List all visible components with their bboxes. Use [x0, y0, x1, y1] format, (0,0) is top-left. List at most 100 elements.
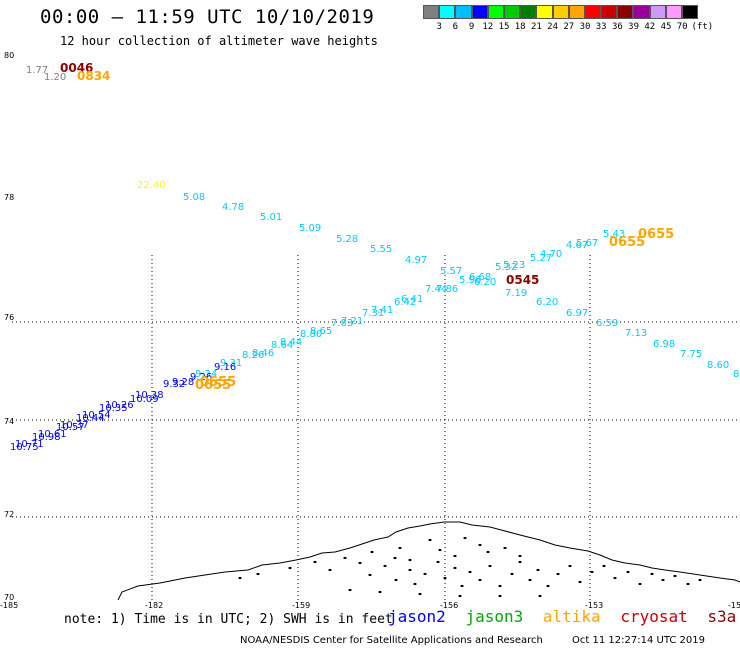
satellite-s3a: s3a	[707, 607, 737, 626]
wave-height-label: 5.32	[495, 262, 517, 273]
lake-mark	[518, 560, 522, 564]
wave-height-label: 22.40	[137, 180, 166, 191]
lake-mark	[538, 594, 542, 598]
satellite-altika: altika	[542, 607, 601, 626]
page-title: 00:00 – 11:59 UTC 10/10/2019	[40, 6, 375, 28]
legend-swatch	[584, 5, 602, 19]
wave-height-label: 5.27	[530, 253, 552, 264]
wave-height-label: 7.19	[505, 288, 527, 299]
wave-height-label: 7.83	[331, 318, 353, 329]
wave-height-label: 7.41	[371, 305, 393, 316]
lake-mark	[383, 564, 387, 568]
wave-height-label: 8.65	[310, 326, 332, 337]
wave-height-label: 10.26	[105, 400, 134, 411]
legend-swatch	[439, 5, 456, 19]
lake-mark	[503, 546, 507, 550]
wave-height-label: 0834	[77, 69, 110, 83]
lake-mark	[458, 594, 462, 598]
lake-mark	[486, 550, 490, 554]
legend-tick-label: 9	[468, 22, 475, 32]
lake-mark	[368, 573, 372, 577]
legend-unit-label: (ft)	[691, 22, 714, 32]
lake-mark	[370, 550, 374, 554]
lake-mark	[436, 560, 440, 564]
lake-mark	[488, 564, 492, 568]
wave-height-label: 10.54	[82, 410, 111, 421]
wave-height-label: 7.44	[425, 284, 447, 295]
legend-swatch	[649, 5, 666, 19]
lat-tick-label: 80	[4, 51, 14, 60]
wave-height-label: 5.96	[459, 275, 481, 286]
color-scale-legend	[423, 5, 699, 19]
wave-height-label: 4.67	[566, 240, 588, 251]
lon-tick-label: -15	[728, 601, 740, 610]
lake-mark	[313, 560, 317, 564]
wave-height-label: 8.46	[252, 348, 274, 359]
lake-mark	[358, 561, 362, 565]
lake-mark	[568, 564, 572, 568]
lake-mark	[613, 576, 617, 580]
lake-mark	[468, 570, 472, 574]
lake-mark	[423, 572, 427, 576]
wave-height-label: 5.01	[260, 212, 282, 223]
lake-mark	[518, 554, 522, 558]
legend-tick-label: 45	[660, 22, 672, 32]
coastline	[117, 521, 740, 601]
legend-tick-label: 33	[595, 22, 607, 32]
lake-mark	[498, 584, 502, 588]
lat-tick-label: 78	[4, 193, 14, 202]
legend-tick-label: 39	[628, 22, 640, 32]
legend-swatch	[665, 5, 682, 19]
satellite-jason3: jason3	[465, 607, 524, 626]
wave-height-label: 9.26	[190, 372, 212, 383]
legend-tick-label: 6	[452, 22, 459, 32]
legend-swatch	[503, 5, 521, 19]
wave-height-label: 7.31	[362, 308, 384, 319]
wave-height-label: 0046	[60, 61, 93, 75]
lake-mark	[348, 588, 352, 592]
lake-mark	[443, 576, 447, 580]
wave-height-label: 10.75	[10, 442, 39, 453]
lake-mark	[673, 574, 677, 578]
wave-height-label: 5.28	[336, 234, 358, 245]
legend-tick-label: 42	[644, 22, 656, 32]
wave-height-label: 10.57	[56, 422, 85, 433]
page-subtitle: 12 hour collection of altimeter wave hei…	[60, 34, 378, 48]
legend-tick-label: 24	[547, 22, 559, 32]
wave-height-label: 1.20	[44, 72, 66, 83]
lake-mark	[413, 582, 417, 586]
wave-height-label: 5.23	[503, 260, 525, 271]
wave-height-label: 6.41	[401, 294, 423, 305]
lake-mark	[602, 564, 606, 568]
wave-height-label: 6.68	[469, 272, 491, 283]
wave-height-label: 10.71	[15, 439, 44, 450]
lake-mark	[398, 546, 402, 550]
wave-height-label: 10.98	[32, 432, 61, 443]
credit-line: NOAA/NESDIS Center for Satellite Applica…	[240, 635, 705, 646]
wave-height-label: 9.32	[163, 379, 185, 390]
lat-tick-label: 72	[4, 510, 14, 519]
legend-swatch	[487, 5, 504, 19]
legend-tick-label: 18	[514, 22, 526, 32]
lake-mark	[418, 592, 422, 596]
lake-mark	[238, 576, 242, 580]
legend-tick-label: 36	[611, 22, 623, 32]
lake-mark	[478, 578, 482, 582]
wave-height-label: 10.37	[60, 420, 89, 431]
lat-tick-label: 74	[4, 417, 14, 426]
lake-mark	[578, 580, 582, 584]
legend-swatch	[568, 5, 585, 19]
wave-height-label: 8.44	[280, 337, 302, 348]
wave-height-label: 6.98	[653, 339, 675, 350]
lon-tick-label: -159	[292, 601, 310, 610]
legend-swatch	[601, 5, 618, 19]
legend-swatch	[471, 5, 488, 19]
lat-tick-label: 70	[4, 593, 14, 602]
lake-mark	[460, 584, 464, 588]
lake-mark	[288, 566, 292, 570]
legend-tick-label: 27	[563, 22, 575, 32]
lake-mark	[478, 543, 482, 547]
wave-height-label: 8.26	[242, 350, 264, 361]
legend-swatch	[520, 5, 537, 19]
